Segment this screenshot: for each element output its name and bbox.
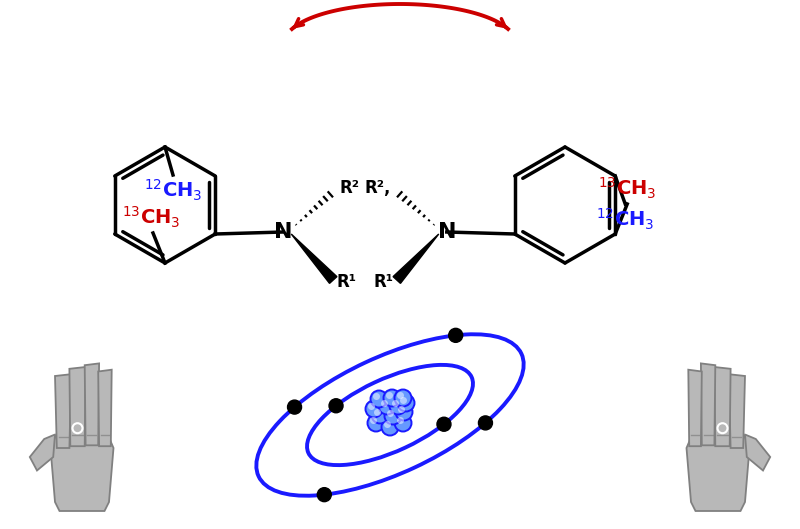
Circle shape bbox=[437, 417, 451, 431]
Circle shape bbox=[368, 403, 375, 410]
Circle shape bbox=[366, 400, 382, 417]
Circle shape bbox=[395, 404, 413, 421]
Circle shape bbox=[394, 389, 411, 406]
Circle shape bbox=[318, 488, 331, 501]
Circle shape bbox=[392, 400, 399, 407]
Text: N: N bbox=[438, 222, 456, 242]
Circle shape bbox=[390, 397, 406, 415]
Circle shape bbox=[387, 410, 394, 417]
Circle shape bbox=[384, 421, 391, 428]
Circle shape bbox=[394, 415, 411, 432]
Polygon shape bbox=[686, 403, 750, 511]
Polygon shape bbox=[70, 367, 86, 446]
Text: R¹: R¹ bbox=[374, 273, 394, 291]
Polygon shape bbox=[701, 363, 715, 445]
Text: R²,: R², bbox=[364, 179, 390, 197]
Circle shape bbox=[400, 397, 407, 404]
Text: R²: R² bbox=[339, 179, 359, 197]
Circle shape bbox=[373, 393, 380, 400]
Polygon shape bbox=[98, 370, 112, 446]
Text: $^{12}$CH$_3$: $^{12}$CH$_3$ bbox=[144, 178, 202, 203]
Circle shape bbox=[386, 392, 393, 399]
Circle shape bbox=[378, 397, 395, 415]
Polygon shape bbox=[85, 363, 99, 445]
Circle shape bbox=[381, 400, 388, 407]
Text: $^{13}$CH$_3$: $^{13}$CH$_3$ bbox=[122, 205, 180, 230]
Polygon shape bbox=[688, 370, 702, 446]
Polygon shape bbox=[393, 234, 438, 284]
Circle shape bbox=[370, 417, 377, 424]
Circle shape bbox=[478, 416, 493, 430]
Circle shape bbox=[287, 400, 302, 414]
Text: $^{12}$CH$_3$: $^{12}$CH$_3$ bbox=[596, 207, 654, 232]
Circle shape bbox=[398, 406, 405, 413]
Circle shape bbox=[370, 390, 387, 407]
Circle shape bbox=[367, 415, 385, 432]
Circle shape bbox=[385, 407, 402, 424]
Text: $^{13}$CH$_3$: $^{13}$CH$_3$ bbox=[598, 176, 657, 201]
Circle shape bbox=[374, 409, 381, 416]
Circle shape bbox=[397, 392, 404, 399]
Circle shape bbox=[397, 417, 404, 424]
Text: R¹: R¹ bbox=[336, 273, 356, 291]
Polygon shape bbox=[55, 374, 71, 448]
Polygon shape bbox=[745, 434, 770, 470]
Polygon shape bbox=[714, 367, 730, 446]
Polygon shape bbox=[30, 434, 55, 470]
Circle shape bbox=[398, 395, 414, 412]
Circle shape bbox=[382, 418, 398, 435]
Circle shape bbox=[449, 329, 462, 342]
Circle shape bbox=[371, 406, 389, 424]
Text: N: N bbox=[274, 222, 293, 242]
Polygon shape bbox=[291, 234, 337, 284]
Polygon shape bbox=[50, 403, 114, 511]
Polygon shape bbox=[729, 374, 745, 448]
Circle shape bbox=[383, 389, 401, 406]
Circle shape bbox=[329, 399, 343, 413]
